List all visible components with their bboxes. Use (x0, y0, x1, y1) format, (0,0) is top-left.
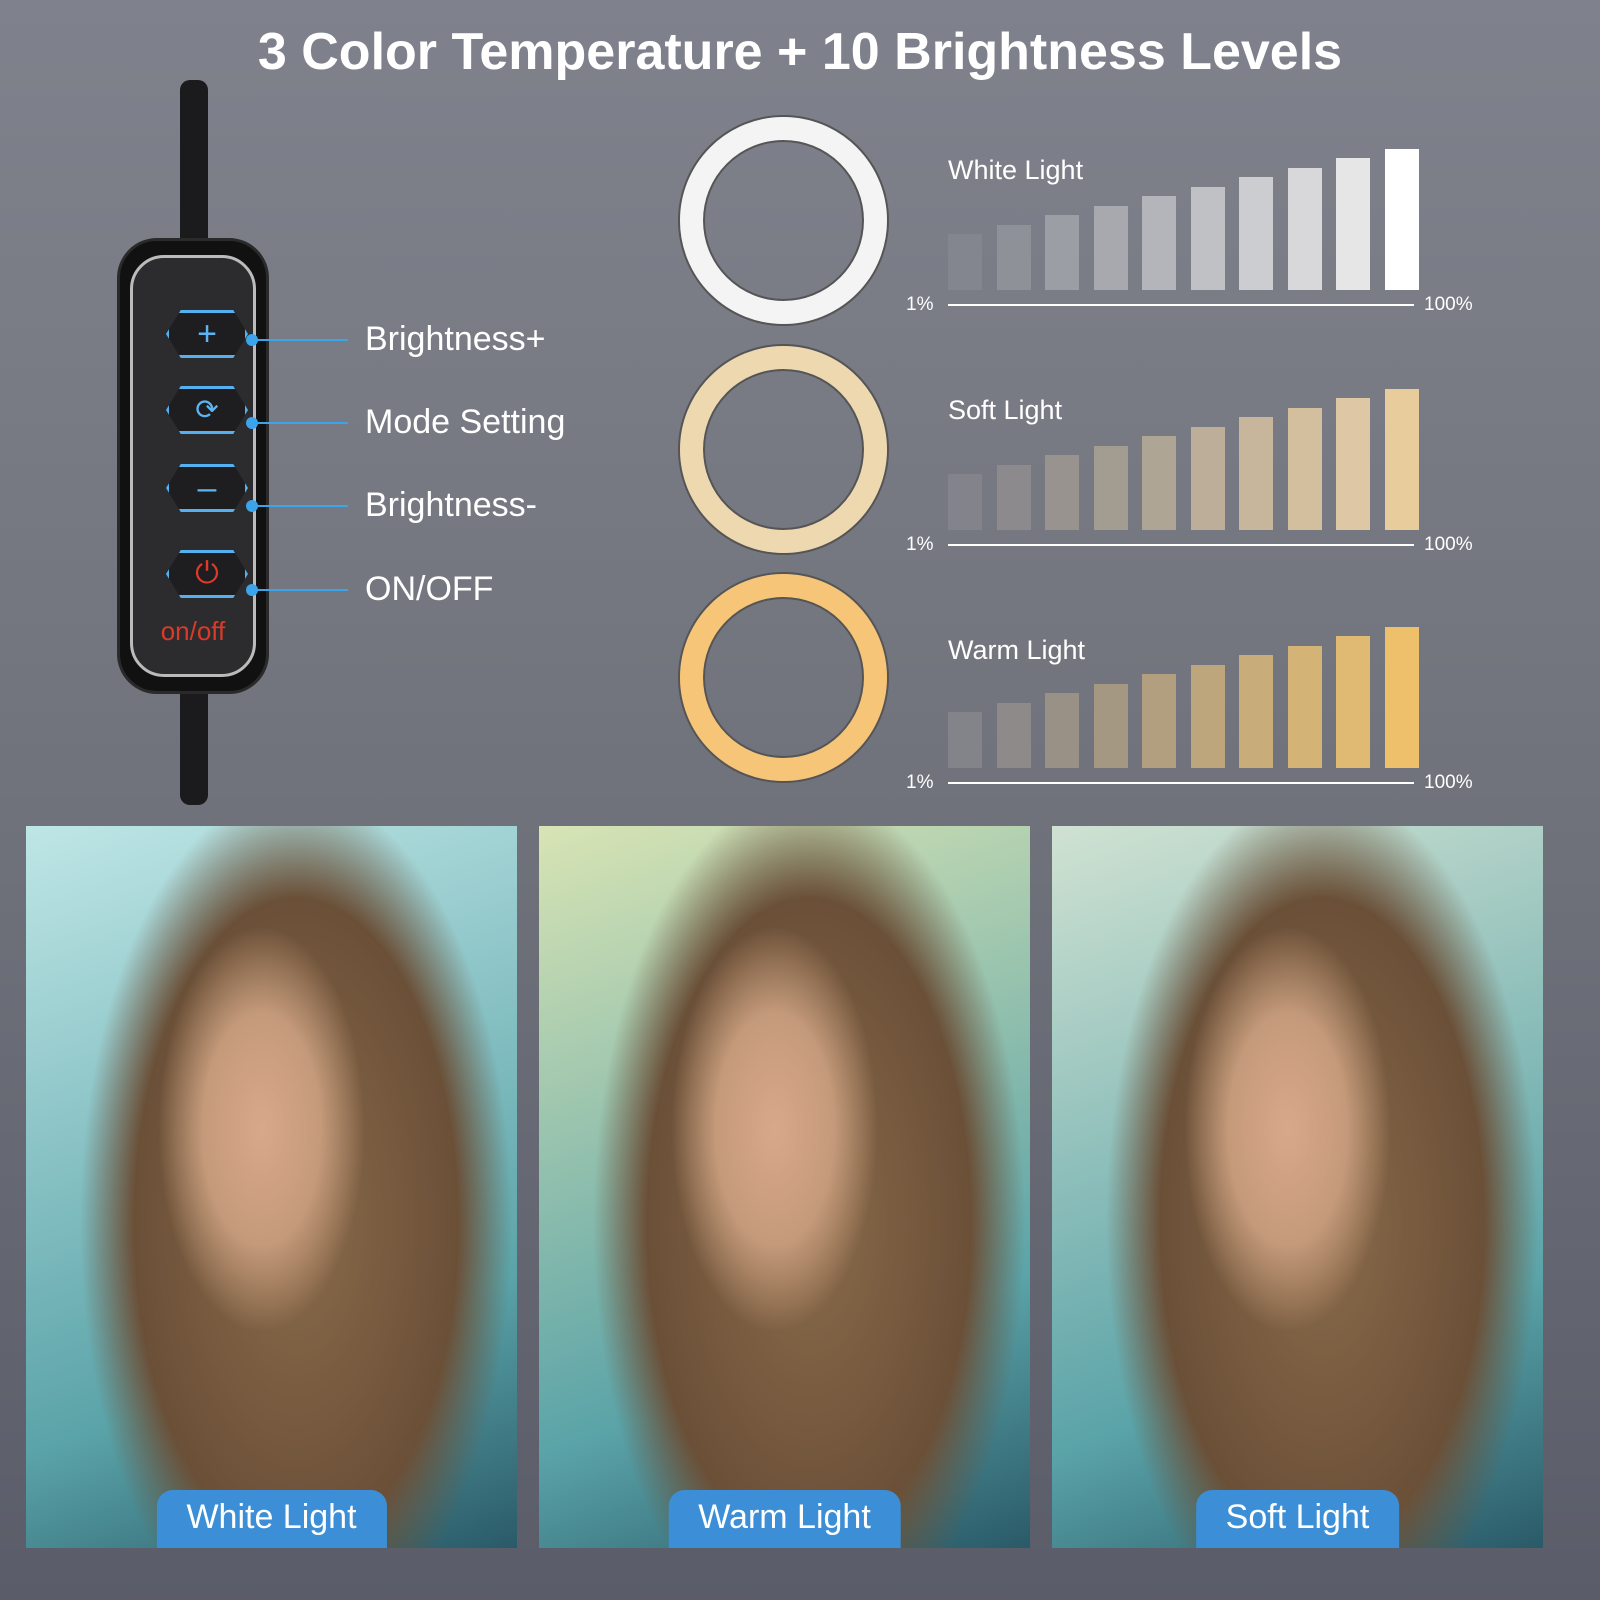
minus-icon: – (197, 469, 217, 507)
callout-line (252, 339, 348, 341)
callout-label: ON/OFF (365, 570, 494, 608)
mode-name: White Light (948, 155, 1084, 185)
cycle-icon: ⟳ (195, 394, 219, 425)
brightness-level-bar (1287, 645, 1322, 768)
brightness-level-bar (1336, 398, 1370, 530)
min-label: 1% (906, 294, 934, 315)
callout-label: Mode Setting (365, 403, 566, 441)
cable-bottom (180, 680, 208, 805)
ring-light-2 (680, 574, 887, 781)
callout-line (252, 589, 348, 591)
cable-top (180, 80, 208, 250)
ring-light-1 (680, 346, 887, 553)
callout-line (252, 422, 348, 424)
brightness-level-bar (1142, 674, 1176, 768)
brightness-level-bar (1142, 436, 1176, 530)
brightness-level-bar (1190, 186, 1225, 290)
brightness-level-bar (996, 702, 1031, 768)
photo-label: White Light (156, 1490, 387, 1548)
mode-name: Soft Light (948, 395, 1063, 425)
brightness-level-bar (996, 464, 1031, 530)
max-label: 100% (1424, 534, 1473, 555)
brightness-level-bar (1384, 149, 1419, 290)
brightness-plus-button[interactable]: + (166, 310, 248, 358)
brightness-level-bar (1239, 177, 1273, 290)
brightness-level-bar (1239, 655, 1273, 768)
brightness-level-bar (1190, 664, 1225, 768)
min-label: 1% (906, 772, 934, 793)
brightness-level-bar (1093, 205, 1128, 290)
callout-label: Brightness+ (365, 320, 546, 358)
brightness-level-bar (1093, 445, 1128, 530)
brightness-axis-arrow (948, 304, 1414, 306)
brightness-level-bar (948, 712, 982, 768)
max-label: 100% (1424, 294, 1473, 315)
plus-icon: + (197, 315, 217, 353)
brightness-level-bar (1336, 158, 1370, 290)
power-icon: ⏻ (195, 557, 219, 590)
brightness-axis-arrow (948, 544, 1414, 546)
mode-name: Warm Light (948, 635, 1086, 665)
brightness-level-bar (1336, 636, 1370, 768)
brightness-level-bar (1045, 215, 1079, 290)
brightness-level-bar (1142, 196, 1176, 290)
sample-photo: White Light (26, 826, 517, 1548)
callout-label: Brightness- (365, 486, 537, 524)
sample-photo: Warm Light (539, 826, 1030, 1548)
brightness-level-bar (948, 474, 982, 530)
brightness-level-bar (1190, 426, 1225, 530)
mode-button[interactable]: ⟳ (166, 386, 248, 434)
sample-photo: Soft Light (1052, 826, 1543, 1548)
callout-line (252, 505, 348, 507)
brightness-level-bar (1384, 389, 1419, 530)
brightness-level-bar (1287, 167, 1322, 290)
on-off-text: on/off (160, 616, 226, 646)
brightness-level-bar (996, 224, 1031, 290)
brightness-level-bar (1384, 627, 1419, 768)
brightness-minus-button[interactable]: – (166, 464, 248, 512)
ring-light-0 (680, 117, 887, 324)
photo-label: Warm Light (668, 1490, 901, 1548)
brightness-level-bar (1239, 417, 1273, 530)
brightness-level-bar (1287, 407, 1322, 530)
power-button[interactable]: ⏻ (166, 550, 248, 598)
brightness-level-bar (1045, 455, 1079, 530)
photo-label: Soft Light (1195, 1490, 1400, 1548)
page-title: 3 Color Temperature + 10 Brightness Leve… (257, 23, 1343, 81)
max-label: 100% (1424, 772, 1473, 793)
min-label: 1% (906, 534, 934, 555)
brightness-level-bar (1045, 693, 1079, 768)
brightness-axis-arrow (948, 782, 1414, 784)
remote-controller: + ⟳ – ⏻ on/off (117, 238, 269, 694)
brightness-level-bar (1093, 683, 1128, 768)
brightness-level-bar (948, 234, 982, 290)
